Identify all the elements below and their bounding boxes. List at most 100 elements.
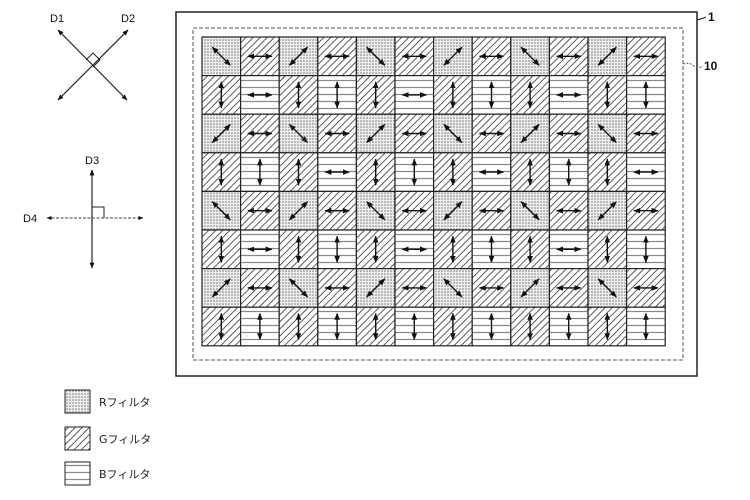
filter-cell-g	[278, 229, 319, 270]
legend: Rフィルタ Gフィルタ Bフィルタ	[64, 389, 151, 486]
filter-cell-b	[548, 306, 589, 347]
orientation-arrow	[520, 201, 540, 221]
orientation-arrow	[366, 201, 386, 221]
filter-cell-g	[278, 306, 319, 347]
orientation-arrow	[366, 124, 386, 143]
filter-cell-g	[433, 229, 473, 270]
filter-cell-b	[471, 74, 512, 115]
filter-cell-r	[510, 113, 550, 154]
filter-cell-b	[625, 74, 666, 115]
filter-cell-b	[548, 229, 589, 270]
orientation-arrow	[289, 278, 308, 298]
legend-swatch-g	[64, 426, 91, 451]
filter-cell-g	[394, 113, 435, 154]
direction-diagram-orthogonal: D3 D4	[23, 155, 144, 269]
filter-cell-r	[278, 268, 319, 308]
filter-cell-r	[433, 190, 473, 231]
filter-cell-g	[510, 306, 550, 347]
filter-cell-b	[240, 306, 280, 347]
filter-cell-b	[625, 306, 666, 347]
filter-cell-g	[587, 74, 628, 115]
filter-cell-b	[317, 152, 357, 193]
filter-cell-g	[587, 229, 628, 270]
filter-cell-b	[394, 74, 435, 115]
filter-cell-g	[355, 306, 396, 347]
d2-axis	[57, 29, 129, 101]
filter-cell-g	[625, 113, 666, 154]
filter-cell-g	[433, 306, 473, 347]
filter-cell-g	[201, 229, 242, 270]
filter-cell-b	[471, 229, 512, 270]
filter-cell-r	[433, 36, 473, 77]
orientation-arrow	[211, 278, 231, 298]
filter-cell-b	[548, 152, 589, 193]
filter-cell-g	[510, 229, 550, 270]
filter-grid	[201, 36, 666, 347]
orientation-arrow	[443, 46, 463, 66]
filter-cell-g	[355, 74, 396, 115]
filter-cell-r	[201, 268, 242, 308]
filter-cell-b	[625, 229, 666, 270]
legend-label-g: Gフィルタ	[99, 433, 151, 446]
filter-cell-g	[317, 36, 357, 77]
ref-10-label: 10	[704, 59, 718, 73]
filter-cell-g	[548, 36, 589, 77]
filter-cell-r	[278, 113, 319, 154]
direction-diagram-diagonal: D1 D2	[50, 13, 135, 101]
orientation-arrow	[520, 278, 540, 298]
orientation-arrow	[289, 201, 308, 221]
filter-cell-g	[394, 190, 435, 231]
d2-label: D2	[121, 13, 135, 25]
filter-cell-b	[317, 74, 357, 115]
right-angle-mark	[92, 206, 105, 218]
filter-cell-r	[278, 190, 319, 231]
filter-cell-r	[433, 268, 473, 308]
filter-cell-r	[510, 190, 550, 231]
legend-label-r: Rフィルタ	[99, 396, 150, 409]
filter-cell-g	[317, 190, 357, 231]
filter-cell-b	[240, 229, 280, 270]
orientation-arrow	[289, 46, 308, 66]
filter-cell-g	[625, 190, 666, 231]
orientation-arrow	[597, 124, 617, 143]
legend-label-b: Bフィルタ	[99, 468, 150, 481]
pixel-region	[192, 27, 684, 361]
orientation-arrow	[443, 201, 463, 221]
filter-cell-b	[240, 74, 280, 115]
filter-cell-g	[394, 36, 435, 77]
filter-cell-g	[471, 113, 512, 154]
legend-swatch-r	[64, 389, 91, 414]
ref-1-label: 1	[708, 10, 715, 24]
cell-fill	[201, 268, 242, 308]
filter-cell-g	[433, 74, 473, 115]
filter-cell-g	[201, 306, 242, 347]
filter-cell-b	[548, 74, 589, 115]
filter-cell-g	[278, 74, 319, 115]
right-angle-mark	[85, 52, 101, 68]
filter-cell-b	[471, 306, 512, 347]
outer-frame	[175, 11, 698, 377]
filter-cell-r	[201, 190, 242, 231]
filter-cell-b	[471, 152, 512, 193]
orientation-arrow	[520, 46, 540, 66]
filter-cell-g	[471, 268, 512, 308]
filter-cell-b	[625, 152, 666, 193]
filter-cell-g	[471, 36, 512, 77]
filter-cell-b	[317, 229, 357, 270]
filter-cell-r	[510, 36, 550, 77]
filter-cell-b	[317, 306, 357, 347]
filter-cell-g	[240, 190, 280, 231]
filter-cell-r	[433, 113, 473, 154]
d4-label: D4	[23, 213, 37, 225]
filter-cell-g	[548, 113, 589, 154]
filter-cell-b	[394, 229, 435, 270]
d1-label: D1	[50, 13, 64, 25]
ref-1: 1	[696, 10, 715, 24]
filter-cell-b	[240, 152, 280, 193]
orientation-arrow	[443, 124, 463, 143]
cell-fill	[240, 74, 280, 115]
filter-cell-b	[394, 306, 435, 347]
filter-cell-r	[201, 113, 242, 154]
orientation-arrow	[211, 46, 231, 66]
